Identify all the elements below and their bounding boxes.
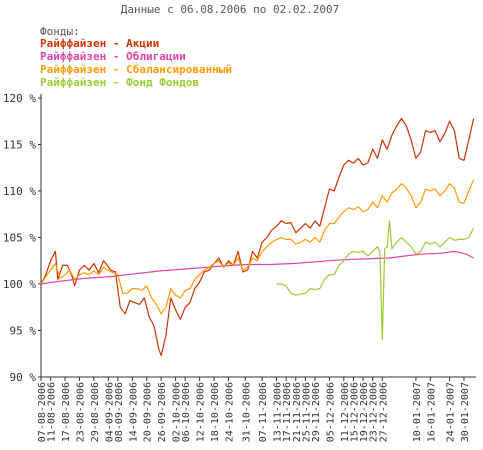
x-tick-label: 17-11-2006 xyxy=(282,382,293,442)
x-tick-label: 21-11-2006 xyxy=(292,382,303,442)
x-tick-label: 29-08-2006 xyxy=(90,382,101,442)
x-tick-label: 25-11-2006 xyxy=(301,382,312,442)
x-tick-label: 29-11-2006 xyxy=(311,382,322,442)
x-tick-label: 07-08-2006 xyxy=(37,382,48,442)
y-axis: 90 % 95 % 100 % 105 % 110 % 115 % 120 % xyxy=(3,92,42,384)
x-tick-label: 04-09-2006 xyxy=(104,382,115,442)
legend-entry: Райффайзен - Сбалансированный xyxy=(40,63,232,76)
chart-title: Данные с 06.08.2006 по 02.02.2007 xyxy=(121,3,340,16)
x-tick-label: 19-12-2006 xyxy=(359,382,370,442)
y-tick-label: 95 % xyxy=(10,325,37,338)
x-tick-label: 23-12-2006 xyxy=(369,382,380,442)
x-tick-label: 27-12-2006 xyxy=(378,382,389,442)
x-tick-label: 05-12-2006 xyxy=(325,382,336,442)
x-tick-label: 10-01-2007 xyxy=(412,382,423,442)
x-tick-label: 07-11-2006 xyxy=(258,382,269,442)
x-tick-label: 26-09-2006 xyxy=(157,382,168,442)
x-tick-label: 14-09-2006 xyxy=(128,382,139,442)
y-tick-label: 90 % xyxy=(10,371,37,384)
x-tick-label: 23-08-2006 xyxy=(75,382,86,442)
y-tick-label: 105 % xyxy=(3,232,36,245)
x-tick-label: 30-01-2007 xyxy=(460,382,471,442)
x-tick-label: 06-10-2006 xyxy=(181,382,192,442)
series-line xyxy=(40,250,474,285)
legend-title: Фонды: xyxy=(40,25,80,38)
x-tick-label: 15-12-2006 xyxy=(349,382,360,442)
x-tick-label: 18-10-2006 xyxy=(210,382,221,442)
x-tick-label: 24-01-2007 xyxy=(446,382,457,442)
x-tick-label: 02-10-2006 xyxy=(172,382,183,442)
legend-entry: Райффайзен - Облигации xyxy=(40,50,186,63)
legend-entry: Райффайзен - Фонд Фондов xyxy=(40,76,199,89)
legend-entry: Райффайзен - Акции xyxy=(40,37,159,50)
x-tick-label: 16-01-2007 xyxy=(426,382,437,442)
x-tick-label: 11-08-2006 xyxy=(47,382,58,442)
x-tick-label: 11-12-2006 xyxy=(340,382,351,442)
y-tick-label: 120 % xyxy=(3,92,36,105)
x-tick-label: 31-10-2006 xyxy=(241,382,252,442)
series-line xyxy=(40,179,475,315)
x-tick-label: 20-09-2006 xyxy=(143,382,154,442)
x-tick-label: 17-08-2006 xyxy=(61,382,72,442)
y-tick-label: 115 % xyxy=(3,139,36,152)
series-line xyxy=(276,220,475,341)
series-layer xyxy=(40,117,475,357)
x-tick-label: 13-11-2006 xyxy=(273,382,284,442)
x-tick-label: 24-10-2006 xyxy=(224,382,235,442)
series-line xyxy=(40,117,475,357)
y-tick-label: 100 % xyxy=(3,278,36,291)
y-tick-label: 110 % xyxy=(3,185,36,198)
x-tick-label: 12-10-2006 xyxy=(196,382,207,442)
x-tick-label: 08-09-2006 xyxy=(114,382,125,442)
